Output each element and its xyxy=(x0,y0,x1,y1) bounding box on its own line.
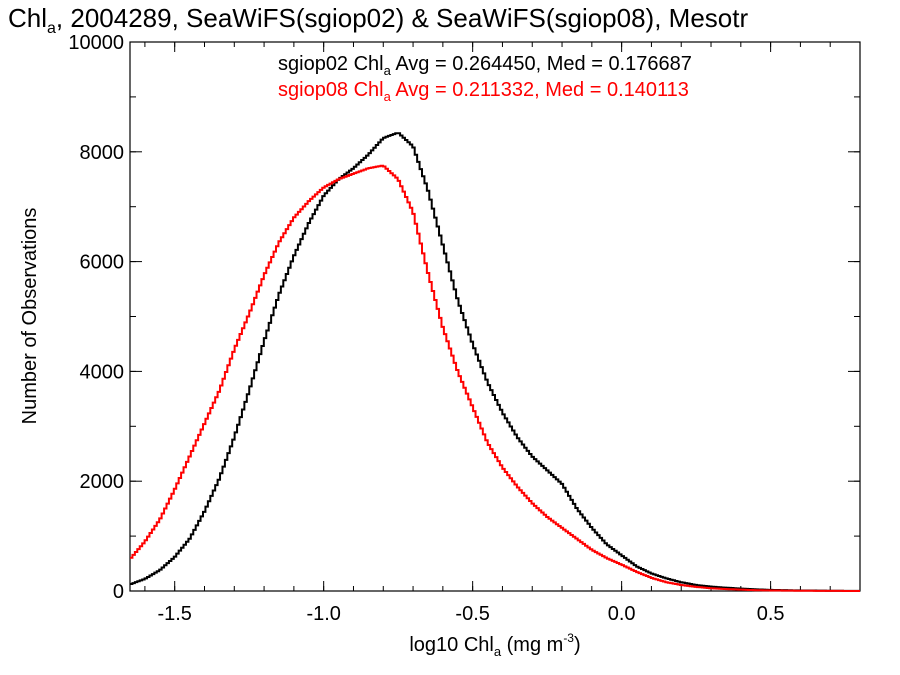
legend-entry-sgiop08: sgiop08 Chla Avg = 0.211332, Med = 0.140… xyxy=(278,79,689,104)
x-axis-label-sup: -3 xyxy=(563,631,574,645)
x-axis-label-mid: (mg m xyxy=(501,634,563,656)
x-axis-label-sub: a xyxy=(494,644,502,659)
x-tick-label: 0.0 xyxy=(608,603,636,625)
y-tick-label: 2000 xyxy=(80,471,125,493)
axis-tick-labels: -1.5 -1.0 -0.5 0.0 0.5 0 2000 4000 6000 8000 10000 xyxy=(68,32,784,625)
y-tick-label: 4000 xyxy=(80,361,125,383)
y-tick-label: 0 xyxy=(113,581,124,603)
legend-entry-sgiop02: sgiop02 Chla Avg = 0.264450, Med = 0.176… xyxy=(278,53,692,78)
chart-title-sub: a xyxy=(47,20,56,37)
axis-ticks xyxy=(130,41,861,592)
legend-entry-sgiop02-sub: a xyxy=(384,63,392,78)
series-line-sgiop02 xyxy=(130,132,860,592)
x-axis-label-prefix: log10 Chl xyxy=(409,634,494,656)
y-tick-label: 6000 xyxy=(80,252,125,274)
series-line-sgiop08 xyxy=(130,164,860,592)
x-tick-label: -1.5 xyxy=(157,603,191,625)
legend-entry-sgiop08-sub: a xyxy=(384,89,392,104)
y-tick-label: 10000 xyxy=(68,32,124,54)
series-layer xyxy=(130,132,860,592)
plot-frame xyxy=(129,41,861,592)
legend-entry-sgiop08-rest: Avg = 0.211332, Med = 0.140113 xyxy=(391,79,689,101)
x-axis-label-end: ) xyxy=(574,634,581,656)
legend-entry-sgiop02-prefix: sgiop02 Chl xyxy=(278,53,384,75)
chart-title-prefix: Chl xyxy=(8,3,47,33)
y-tick-label: 8000 xyxy=(80,142,125,164)
chart-title: Chla, 2004289, SeaWiFS(sgiop02) & SeaWiF… xyxy=(8,3,748,37)
x-tick-label: -1.0 xyxy=(306,603,340,625)
y-axis-label: Number of Observations xyxy=(19,208,41,425)
legend-entry-sgiop08-prefix: sgiop08 Chl xyxy=(278,79,384,101)
x-axis-label: log10 Chla (mg m-3) xyxy=(409,631,580,659)
legend-entry-sgiop02-rest: Avg = 0.264450, Med = 0.176687 xyxy=(391,53,692,75)
x-tick-label: 0.5 xyxy=(757,603,785,625)
x-tick-label: -0.5 xyxy=(455,603,489,625)
chart-title-rest: , 2004289, SeaWiFS(sgiop02) & SeaWiFS(sg… xyxy=(56,3,749,33)
